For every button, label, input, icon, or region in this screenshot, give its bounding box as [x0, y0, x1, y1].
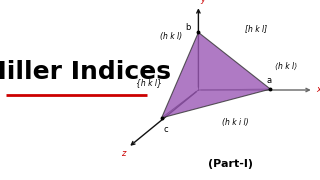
Text: Miller Indices: Miller Indices: [0, 60, 171, 84]
Text: (h k i l): (h k i l): [222, 118, 249, 127]
Text: (h k l): (h k l): [160, 31, 182, 40]
Text: x: x: [316, 86, 320, 94]
Text: b: b: [185, 22, 190, 32]
Text: y: y: [201, 0, 206, 4]
Text: [h k l]: [h k l]: [245, 24, 267, 33]
Text: ⟨h k l⟩: ⟨h k l⟩: [275, 62, 298, 71]
Text: a: a: [266, 76, 271, 85]
Text: (Part-I): (Part-I): [208, 159, 253, 169]
Text: z: z: [121, 148, 125, 158]
Text: c: c: [163, 125, 168, 134]
Polygon shape: [162, 32, 270, 118]
Text: {h k l}: {h k l}: [136, 78, 162, 87]
